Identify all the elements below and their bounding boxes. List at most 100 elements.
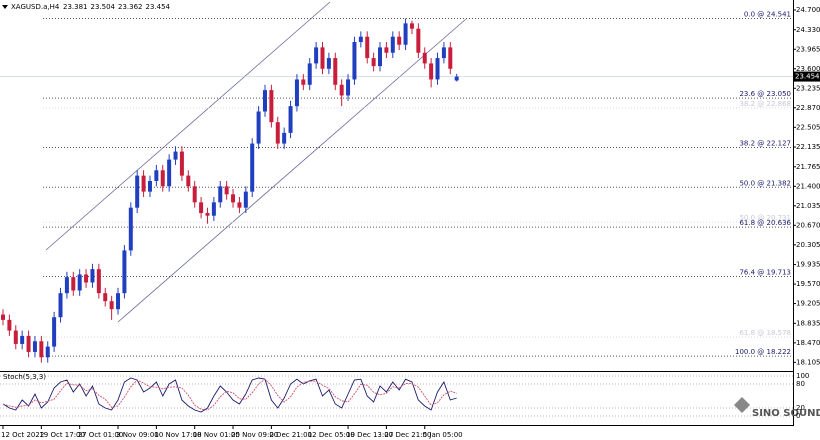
candle-body	[84, 274, 89, 283]
y-tick-label: 22.870	[796, 104, 820, 112]
candle-body	[339, 84, 344, 96]
candle-body	[90, 269, 95, 283]
y-tick-label: 18.105	[796, 358, 820, 366]
header-high: 23.504	[91, 3, 116, 11]
fib-label-secondary: 50.0 @ 20.731	[739, 214, 791, 222]
indicator-label: Stoch(5,3,3)	[3, 373, 46, 381]
candle-body	[26, 335, 31, 352]
candle-body	[154, 170, 159, 181]
y-tick-label: 18.470	[796, 339, 820, 347]
y-tick-label: 21.765	[796, 163, 820, 171]
candle-body	[282, 132, 287, 144]
fib-label-secondary: 61.8 @ 18.578	[739, 329, 791, 337]
y-tick-label: 20.670	[796, 221, 820, 229]
candle-body	[448, 47, 453, 69]
candle-body	[403, 23, 408, 45]
candle-body	[416, 28, 421, 53]
candle-body	[179, 151, 184, 176]
last-price-box	[794, 71, 820, 82]
x-tick-label: 12 Dec 05:00	[308, 431, 355, 439]
candle-body	[32, 341, 37, 352]
y-tick-label: 21.400	[796, 182, 820, 190]
candle-body	[160, 170, 165, 187]
indicator-tick-label: 0	[796, 412, 800, 420]
candle-body	[256, 111, 261, 144]
candle-body	[371, 58, 376, 67]
candle-body	[64, 277, 69, 294]
candle-body	[384, 47, 389, 53]
last-price-label: 23.454	[795, 73, 820, 81]
candle-body	[422, 52, 427, 64]
x-tick-label: 25 Nov 09:00	[231, 431, 278, 439]
candle-body	[218, 186, 223, 203]
candle-body	[409, 23, 414, 29]
y-tick-label: 24.330	[796, 26, 820, 34]
candle-body	[103, 293, 108, 302]
candle-body	[307, 63, 312, 85]
candle-body	[250, 143, 255, 192]
x-tick-label: 5 Jan 05:00	[423, 431, 463, 439]
candle-body	[20, 335, 25, 344]
candle-body	[71, 277, 76, 291]
candle-body	[429, 63, 434, 80]
candle-body	[13, 330, 18, 344]
x-tick-label: 10 Nov 17:00	[154, 431, 201, 439]
y-tick-label: 24.700	[796, 6, 820, 14]
candle-body	[441, 47, 446, 59]
candle-body	[147, 180, 152, 192]
candle-body	[7, 319, 12, 331]
candle-body	[77, 274, 82, 291]
y-tick-label: 20.305	[796, 241, 820, 249]
candle-body	[320, 47, 325, 69]
candle-body	[231, 194, 236, 203]
indicator-tick-label: 100	[796, 372, 809, 380]
candle-body	[45, 346, 50, 358]
candle-body	[333, 58, 338, 85]
candle-body	[173, 151, 178, 160]
candle-body	[262, 90, 267, 112]
candle-body	[1, 314, 5, 320]
y-tick-label: 21.035	[796, 202, 820, 210]
header-open: 23.381	[63, 3, 88, 11]
x-tick-label: 27 Oct 01:00	[78, 431, 124, 439]
candle-body	[288, 106, 293, 133]
x-tick-label: 12 Oct 2022	[1, 431, 44, 439]
x-tick-label: 2 Dec 21:00	[269, 431, 312, 439]
y-tick-label: 19.935	[796, 261, 820, 269]
y-tick-label: 23.235	[796, 84, 820, 92]
fib-label: 50.0 @ 21.382	[739, 179, 791, 187]
candle-body	[294, 79, 299, 107]
candle-body	[211, 202, 216, 216]
y-tick-label: 22.135	[796, 143, 820, 151]
x-tick-label: 18 Nov 01:00	[193, 431, 240, 439]
watermark: SINO SOUND	[734, 397, 820, 419]
candle-body	[141, 175, 146, 192]
x-tick-label: 3 Nov 09:00	[116, 431, 159, 439]
candle-body	[243, 191, 248, 208]
fib-label: 38.2 @ 22.127	[739, 139, 791, 147]
fib-label: 61.8 @ 20.636	[739, 219, 791, 227]
candle-body	[435, 58, 440, 80]
indicator-line	[2, 378, 457, 411]
candle-body	[199, 202, 204, 214]
y-tick-label: 23.965	[796, 45, 820, 53]
header-close: 23.454	[146, 3, 171, 11]
candle-body	[314, 47, 319, 64]
candle-body	[52, 317, 57, 347]
candle-body	[109, 301, 114, 310]
candle-body	[192, 186, 197, 203]
candle-body	[39, 341, 44, 358]
candle-body	[128, 207, 133, 251]
candle-body	[301, 79, 306, 85]
candle-body	[186, 175, 191, 187]
candle-body	[397, 36, 402, 45]
plot-area: 38.2 @ 22.868 50.0 @ 20.731 61.8 @ 18.578 0…	[0, 10, 793, 417]
fib-label-secondary: 38.2 @ 22.868	[739, 100, 791, 108]
chart-title: XAGUSD.a,H4	[11, 3, 60, 11]
candle-body	[116, 293, 121, 310]
channel-lower	[117, 18, 467, 323]
candle-body	[346, 79, 351, 96]
x-tick-label: 19 Dec 13:00	[346, 431, 393, 439]
candle-body	[454, 76, 459, 81]
